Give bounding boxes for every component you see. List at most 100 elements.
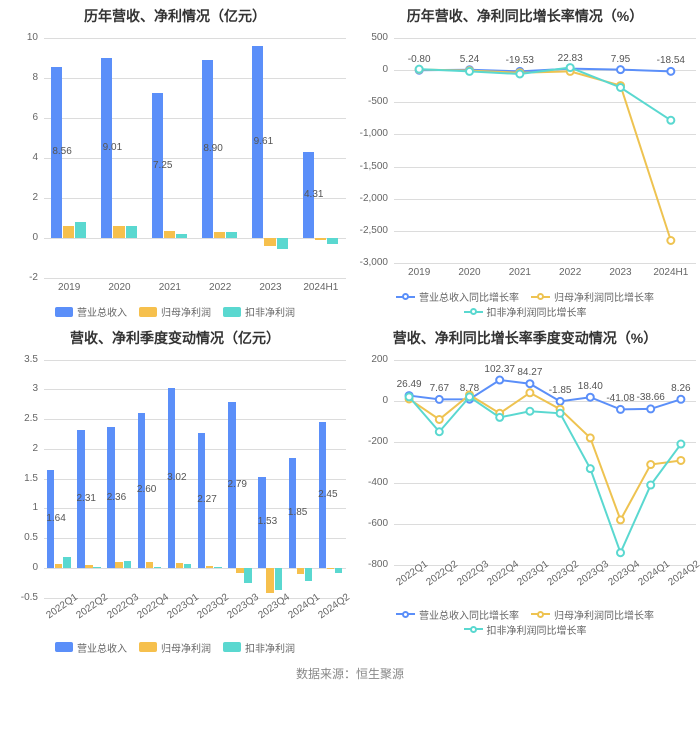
legend-item: 归母净利润同比增长率 bbox=[531, 289, 654, 304]
y-tick-label: -1,000 bbox=[354, 128, 388, 139]
legend-label: 扣非净利润 bbox=[245, 304, 295, 319]
bar bbox=[315, 238, 326, 240]
bar bbox=[297, 568, 304, 574]
bar-value-label: 7.25 bbox=[142, 160, 184, 171]
y-tick-label: -400 bbox=[354, 477, 388, 488]
y-tick-label: 8 bbox=[4, 72, 38, 83]
legend-swatch bbox=[55, 642, 73, 652]
y-tick-label: 0 bbox=[4, 562, 38, 573]
point-value-label: -38.66 bbox=[629, 392, 673, 403]
bar bbox=[327, 238, 338, 244]
gridline bbox=[44, 38, 346, 39]
y-tick-label: 0 bbox=[354, 64, 388, 75]
series-marker bbox=[587, 393, 594, 400]
legend-item: 归母净利润同比增长率 bbox=[531, 607, 654, 622]
bar bbox=[176, 234, 187, 238]
series-marker bbox=[677, 440, 684, 447]
series-marker bbox=[557, 409, 564, 416]
legend-item: 扣非净利润同比增长率 bbox=[464, 304, 587, 319]
legend-swatch bbox=[396, 293, 415, 300]
gridline bbox=[44, 389, 346, 390]
bar bbox=[55, 564, 62, 568]
legend-item: 扣非净利润 bbox=[223, 640, 295, 655]
bar bbox=[327, 568, 334, 569]
series-marker bbox=[516, 71, 523, 78]
gridline bbox=[394, 263, 696, 264]
y-tick-label: 2 bbox=[4, 443, 38, 454]
series-marker bbox=[617, 516, 624, 523]
legend-label: 归母净利润 bbox=[161, 640, 211, 655]
panel-annual-growth-line: 历年营收、净利同比增长率情况（%）-0.805.24-19.5322.837.9… bbox=[350, 0, 700, 322]
gridline bbox=[44, 419, 346, 420]
legend-label: 营业总收入同比增长率 bbox=[419, 607, 519, 622]
plot-area: 8.569.017.258.909.614.31 bbox=[44, 38, 346, 278]
legend-item: 营业总收入同比增长率 bbox=[396, 607, 519, 622]
legend-label: 扣非净利润同比增长率 bbox=[487, 304, 587, 319]
legend-swatch bbox=[55, 307, 73, 317]
y-tick-label: -800 bbox=[354, 559, 388, 570]
legend-item: 归母净利润 bbox=[139, 640, 211, 655]
y-tick-label: -0.5 bbox=[4, 592, 38, 603]
bar bbox=[264, 238, 275, 246]
chart-title: 营收、净利同比增长率季度变动情况（%） bbox=[354, 328, 696, 348]
legend-label: 归母净利润同比增长率 bbox=[554, 607, 654, 622]
y-tick-label: -600 bbox=[354, 518, 388, 529]
legend-swatch bbox=[139, 307, 157, 317]
series-marker bbox=[667, 237, 674, 244]
series-line bbox=[419, 68, 671, 121]
legend-swatch bbox=[531, 611, 550, 618]
series-marker bbox=[436, 428, 443, 435]
y-tick-label: -2,500 bbox=[354, 225, 388, 236]
series-marker bbox=[557, 397, 564, 404]
point-value-label: 22.83 bbox=[548, 53, 592, 64]
legend-item: 扣非净利润 bbox=[223, 304, 295, 319]
y-tick-label: 0 bbox=[354, 395, 388, 406]
series-marker bbox=[416, 66, 423, 73]
dashboard-grid: 历年营收、净利情况（亿元）8.569.017.258.909.614.31-20… bbox=[0, 0, 700, 657]
x-tick-label: 2024H1 bbox=[641, 267, 700, 278]
legend-label: 扣非净利润同比增长率 bbox=[487, 622, 587, 637]
point-value-label: 8.78 bbox=[448, 383, 492, 394]
series-marker bbox=[617, 549, 624, 556]
bar bbox=[305, 568, 312, 581]
series-marker bbox=[667, 68, 674, 75]
y-tick-label: 0 bbox=[4, 232, 38, 243]
legend-label: 归母净利润同比增长率 bbox=[554, 289, 654, 304]
legend-swatch bbox=[464, 626, 483, 633]
bar-value-label: 8.90 bbox=[192, 143, 234, 154]
y-tick-label: 3.5 bbox=[4, 354, 38, 365]
bar-value-label: 2.45 bbox=[309, 489, 347, 500]
panel-quarter-revenue-bar: 营收、净利季度变动情况（亿元）1.642.312.362.603.022.272… bbox=[0, 322, 350, 658]
chart-title: 历年营收、净利情况（亿元） bbox=[4, 6, 346, 26]
series-marker bbox=[436, 415, 443, 422]
bar bbox=[164, 231, 175, 238]
series-marker bbox=[466, 68, 473, 75]
point-value-label: -19.53 bbox=[498, 55, 542, 66]
series-marker bbox=[617, 405, 624, 412]
bar bbox=[75, 222, 86, 238]
gridline bbox=[44, 78, 346, 79]
panel-quarter-growth-line: 营收、净利同比增长率季度变动情况（%）26.497.678.78102.3784… bbox=[350, 322, 700, 658]
point-value-label: -0.80 bbox=[397, 54, 441, 65]
point-value-label: 18.40 bbox=[568, 381, 612, 392]
gridline bbox=[44, 538, 346, 539]
y-tick-label: 0.5 bbox=[4, 532, 38, 543]
point-value-label: -18.54 bbox=[649, 55, 693, 66]
gridline bbox=[44, 278, 346, 279]
gridline bbox=[44, 238, 346, 239]
bar bbox=[126, 226, 137, 238]
y-tick-label: -1,500 bbox=[354, 161, 388, 172]
plot-area: 1.642.312.362.603.022.272.791.531.852.45 bbox=[44, 360, 346, 598]
legend-item: 营业总收入 bbox=[55, 304, 127, 319]
series-marker bbox=[466, 393, 473, 400]
bar-value-label: 1.85 bbox=[279, 507, 317, 518]
legend-label: 营业总收入 bbox=[77, 640, 127, 655]
gridline bbox=[44, 118, 346, 119]
y-tick-label: -2,000 bbox=[354, 193, 388, 204]
y-tick-label: -500 bbox=[354, 96, 388, 107]
y-tick-label: 2 bbox=[4, 192, 38, 203]
bar-value-label: 2.79 bbox=[218, 479, 256, 490]
bar bbox=[176, 563, 183, 568]
series-marker bbox=[436, 395, 443, 402]
series-marker bbox=[677, 395, 684, 402]
